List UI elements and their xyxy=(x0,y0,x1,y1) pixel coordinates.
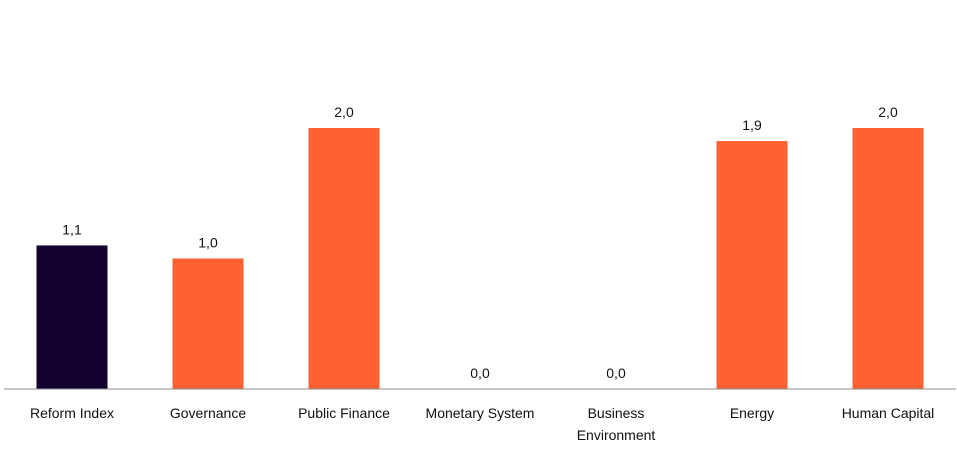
category-label-5: Energy xyxy=(730,405,774,421)
value-label-2: 2,0 xyxy=(334,104,354,120)
category-label-4-line-0: Business xyxy=(588,405,645,421)
bar-2 xyxy=(308,128,380,389)
value-label-5: 1,9 xyxy=(742,117,762,133)
value-label-6: 2,0 xyxy=(878,104,898,120)
bar-0 xyxy=(36,245,108,389)
value-label-4: 0,0 xyxy=(606,365,626,381)
category-label-3: Monetary System xyxy=(426,405,535,421)
bar-6 xyxy=(852,128,924,389)
category-label-2: Public Finance xyxy=(298,405,390,421)
value-label-1: 1,0 xyxy=(198,235,218,251)
value-labels-group: 1,1 1,0 2,0 0,0 0,0 1,9 2,0 xyxy=(62,104,898,381)
category-labels-group: Reform Index Governance Public Finance Mone… xyxy=(30,405,934,443)
bar-5 xyxy=(716,141,788,389)
bars-group xyxy=(36,128,924,389)
category-label-6: Human Capital xyxy=(842,405,935,421)
category-label-0: Reform Index xyxy=(30,405,114,421)
value-label-3: 0,0 xyxy=(470,365,490,381)
category-label-4-line-1: Environment xyxy=(577,427,656,443)
category-label-1: Governance xyxy=(170,405,246,421)
bar-1 xyxy=(172,258,244,389)
value-label-0: 1,1 xyxy=(62,221,82,237)
